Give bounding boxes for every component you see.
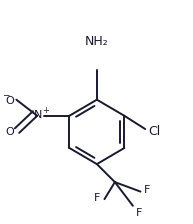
- Text: +: +: [42, 106, 49, 115]
- Text: −: −: [2, 90, 10, 99]
- Text: F: F: [94, 193, 101, 203]
- Text: Cl: Cl: [148, 125, 160, 138]
- Text: NH₂: NH₂: [85, 34, 109, 47]
- Text: O: O: [6, 127, 14, 137]
- Text: F: F: [136, 208, 142, 218]
- Text: O: O: [6, 96, 14, 106]
- Text: N: N: [34, 110, 42, 120]
- Text: F: F: [144, 185, 151, 195]
